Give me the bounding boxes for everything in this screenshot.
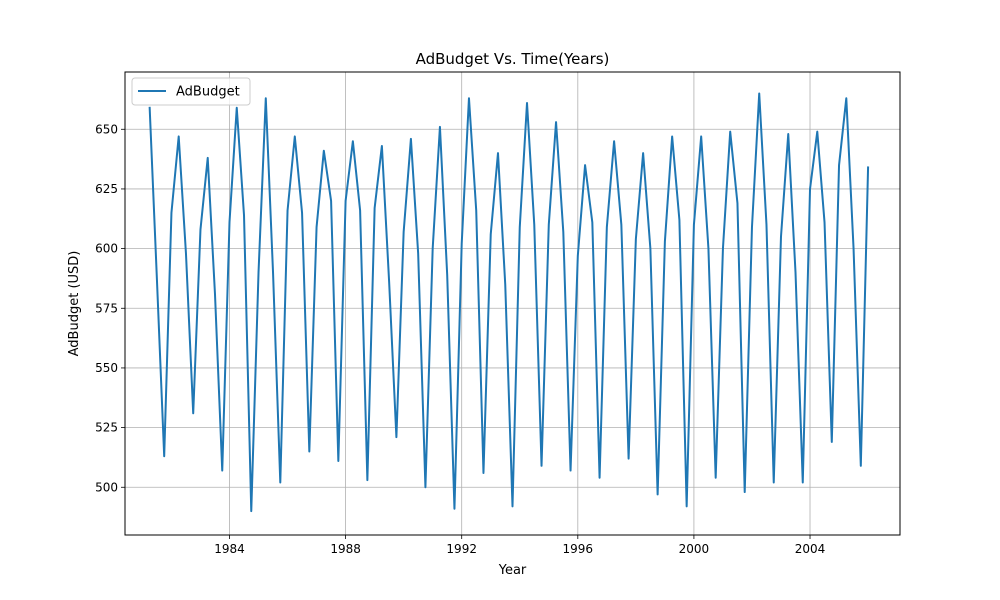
y-axis: 500 525 550 575 600 625 650 — [95, 122, 125, 494]
legend: AdBudget — [131, 77, 251, 106]
y-tick-label: 525 — [95, 421, 118, 435]
x-axis-title: Year — [498, 563, 527, 578]
legend-box — [131, 77, 251, 106]
x-tick-label: 1996 — [563, 542, 594, 556]
x-tick-label: 2004 — [795, 542, 826, 556]
x-tick-label: 1984 — [214, 542, 245, 556]
x-tick-label: 1988 — [330, 542, 361, 556]
y-tick-label: 625 — [95, 182, 118, 196]
y-tick-label: 600 — [95, 242, 118, 256]
x-tick-label: 2000 — [679, 542, 710, 556]
y-tick-label: 550 — [95, 361, 118, 375]
y-tick-label: 500 — [95, 480, 118, 494]
series-layer — [148, 92, 870, 513]
x-axis: 1984 1988 1992 1996 2000 2004 — [214, 535, 825, 556]
series-line-adbudget — [148, 92, 870, 513]
y-tick-label: 650 — [95, 122, 118, 136]
chart-title: AdBudget Vs. Time(Years) — [416, 50, 610, 68]
legend-label-adbudget: AdBudget — [176, 85, 240, 100]
y-tick-label: 575 — [95, 301, 118, 315]
y-axis-title: AdBudget (USD) — [67, 251, 82, 357]
x-tick-label: 1992 — [446, 542, 477, 556]
plot-area-frame — [124, 71, 901, 536]
